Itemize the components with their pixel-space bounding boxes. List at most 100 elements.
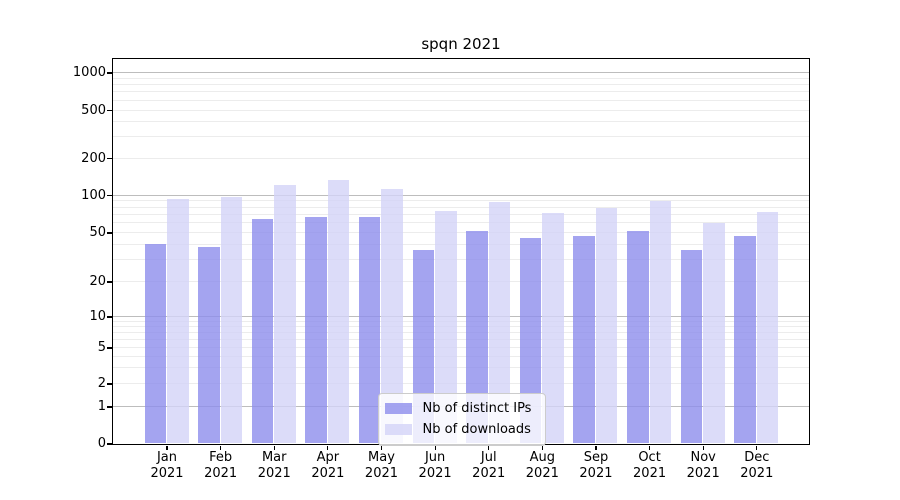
chart-title: spqn 2021	[421, 35, 501, 53]
x-tick-mark	[166, 445, 168, 450]
y-tick-label-200: 200	[81, 150, 106, 166]
gridline-8	[112, 325, 809, 327]
gridline-7	[112, 331, 809, 333]
y-tick-label-1: 1	[97, 399, 106, 414]
x-tick-year: 2021	[204, 466, 238, 481]
x-tick-label-mar: Mar 2021	[242, 450, 306, 482]
bar-mar-downloads	[274, 185, 296, 444]
y-tick-label-1000: 1000	[72, 65, 106, 80]
y-tick-mark	[107, 194, 112, 197]
y-tick-mark	[107, 232, 112, 234]
x-tick-year: 2021	[150, 466, 184, 481]
x-tick-year: 2021	[525, 466, 559, 481]
gridline-50	[112, 232, 809, 233]
x-tick-label-oct: Oct 2021	[618, 450, 682, 482]
y-tick-mark	[107, 316, 112, 318]
bar-jan-distinct-ips	[144, 244, 166, 444]
gridline-5	[112, 347, 809, 348]
gridline-70	[112, 213, 809, 215]
x-tick-month: Jul	[480, 450, 497, 465]
x-tick-month: Jan	[156, 450, 178, 465]
gridline-400	[112, 121, 809, 123]
x-tick-month: Nov	[690, 450, 716, 465]
x-tick-mark	[541, 445, 543, 450]
bar-oct-distinct-ips	[627, 231, 649, 444]
legend-item-distinct-ips: Nb of distinct IPs	[384, 398, 537, 419]
x-tick-month: Jun	[424, 450, 446, 465]
x-tick-label-may: May 2021	[349, 450, 413, 482]
y-tick-label-100: 100	[81, 187, 106, 203]
bar-jul-distinct-ips	[466, 231, 488, 444]
legend-swatch-downloads	[384, 423, 412, 435]
y-tick-mark	[107, 72, 112, 74]
y-tick-label-10: 10	[89, 309, 106, 324]
gridline-40	[112, 243, 809, 245]
y-tick-label-500: 500	[81, 102, 106, 118]
x-tick-year: 2021	[686, 466, 720, 481]
x-tick-month: Dec	[744, 450, 770, 465]
legend-swatch-distinct-ips	[384, 402, 412, 414]
y-tick-mark	[107, 281, 112, 283]
x-tick-label-nov: Nov 2021	[671, 450, 735, 482]
y-tick-label-50: 50	[89, 225, 106, 240]
gridline-4	[112, 355, 809, 357]
gridline-6	[112, 338, 809, 340]
x-tick-month: Sep	[583, 450, 609, 465]
gridline-100	[112, 194, 809, 196]
bar-oct-downloads	[649, 201, 672, 444]
gridline-800	[112, 84, 809, 86]
bar-apr-downloads	[327, 179, 350, 444]
x-tick-month: Apr	[316, 450, 340, 465]
gridline-30	[112, 259, 809, 261]
x-tick-month: Oct	[638, 450, 661, 465]
bar-jul-downloads	[488, 201, 511, 444]
bar-sep-distinct-ips	[573, 235, 595, 444]
x-tick-mark	[756, 445, 758, 450]
legend-label-distinct-ips: Nb of distinct IPs	[422, 400, 532, 416]
y-tick-label-2: 2	[97, 376, 106, 391]
y-tick-mark	[107, 157, 112, 160]
x-tick-month: Aug	[529, 450, 556, 465]
legend-item-downloads: Nb of downloads	[384, 419, 537, 440]
x-tick-label-sep: Sep 2021	[564, 450, 628, 482]
x-tick-mark	[702, 445, 704, 450]
x-tick-label-jan: Jan 2021	[135, 450, 199, 482]
gridline-10	[112, 316, 809, 318]
gridline-9	[112, 320, 809, 322]
bar-nov-downloads	[703, 222, 725, 444]
x-tick-mark	[434, 445, 436, 450]
x-tick-year: 2021	[418, 466, 452, 481]
plot-area: Nb of distinct IPs Nb of downloads	[111, 57, 810, 446]
y-tick-mark	[107, 443, 112, 445]
gridline-60	[112, 222, 809, 224]
bar-may-distinct-ips	[358, 217, 381, 444]
gridline-500	[112, 109, 809, 111]
bar-jun-downloads	[435, 210, 457, 444]
bar-mar-distinct-ips	[251, 219, 274, 444]
gridline-2	[112, 383, 809, 384]
gridline-300	[112, 136, 809, 138]
x-tick-label-feb: Feb 2021	[189, 450, 253, 482]
x-tick-year: 2021	[579, 466, 613, 481]
x-tick-label-apr: Apr 2021	[296, 450, 360, 482]
bar-dec-distinct-ips	[734, 235, 756, 444]
x-tick-label-dec: Dec 2021	[725, 450, 789, 482]
y-tick-label-0: 0	[97, 436, 106, 451]
x-tick-month: May	[368, 450, 395, 465]
x-tick-mark	[648, 445, 651, 450]
y-tick-mark	[107, 347, 112, 349]
gridline-700	[112, 91, 809, 93]
y-tick-label-20: 20	[89, 274, 106, 289]
bar-aug-downloads	[542, 212, 564, 444]
gridline-3	[112, 367, 809, 369]
x-tick-mark	[380, 445, 383, 450]
x-tick-mark	[273, 445, 275, 450]
bar-dec-downloads	[756, 212, 779, 444]
bar-sep-downloads	[595, 207, 618, 444]
y-tick-mark	[107, 109, 112, 112]
legend: Nb of distinct IPs Nb of downloads	[377, 392, 546, 446]
gridline-900	[112, 77, 809, 79]
gridline-20	[112, 281, 809, 282]
gridline-1000	[112, 72, 809, 74]
